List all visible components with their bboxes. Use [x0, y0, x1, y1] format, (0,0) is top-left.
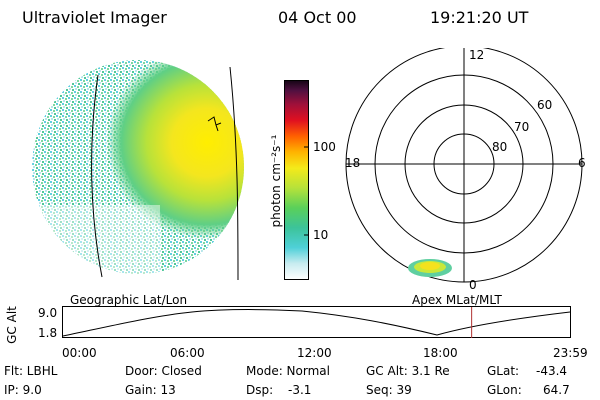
date-label: 04 Oct 00 — [278, 8, 357, 27]
color-scale-bar — [284, 80, 309, 280]
sun-marker — [207, 116, 222, 132]
dsp-label: Dsp: — [246, 383, 274, 397]
meridian-line-left — [91, 74, 103, 278]
polar-plot — [345, 48, 583, 283]
glat-value: -43.4 — [536, 364, 568, 378]
ip-info: IP: 9.0 — [4, 383, 42, 397]
altitude-curve — [62, 309, 571, 337]
meridian-line-right — [229, 66, 239, 281]
gc-alt-axis-label: GC Alt — [5, 306, 19, 344]
x-tick-0600: 06:00 — [170, 346, 205, 360]
colorbar-label: photon cm⁻²s⁻¹ — [269, 134, 283, 228]
imager-title: Ultraviolet Imager — [22, 8, 167, 27]
x-tick-0000: 00:00 — [62, 346, 97, 360]
mode-info: Mode: Normal — [246, 364, 330, 378]
apex-caption: Apex MLat/MLT — [412, 293, 502, 307]
gc-alt-info: GC Alt: 3.1 Re — [366, 364, 450, 378]
y-tick-1-8: 1.8 — [38, 326, 58, 340]
mlt-label-12: 12 — [469, 48, 485, 62]
mlt-label-18: 18 — [345, 156, 361, 170]
lat-label-70: 70 — [514, 120, 530, 134]
geographic-caption: Geographic Lat/Lon — [70, 293, 188, 307]
glon-value: 64.7 — [543, 383, 570, 397]
colorbar-tick-100: 100 — [313, 140, 336, 154]
glat-label: GLat: — [487, 364, 520, 378]
colorbar-tick-10: 10 — [313, 228, 329, 242]
altitude-timeline — [62, 306, 571, 338]
mlt-label-6: 6 — [578, 156, 586, 170]
x-tick-1800: 18:00 — [423, 346, 458, 360]
seq-info: Seq: 39 — [366, 383, 412, 397]
gain-info: Gain: 13 — [125, 383, 176, 397]
lat-label-60: 60 — [537, 98, 553, 112]
door-info: Door: Closed — [125, 364, 202, 378]
x-tick-2359: 23:59 — [553, 346, 588, 360]
glon-label: GLon: — [487, 383, 522, 397]
earth-disk-image — [32, 60, 244, 281]
time-label: 19:21:20 UT — [430, 8, 529, 27]
dsp-value: -3.1 — [288, 383, 312, 397]
x-tick-1200: 12:00 — [297, 346, 332, 360]
y-tick-9: 9.0 — [38, 306, 58, 320]
mlt-label-0: 0 — [469, 278, 477, 292]
filter-info: Flt: LBHL — [4, 364, 58, 378]
lat-label-80: 80 — [492, 140, 508, 154]
auroral-oval-patch — [408, 259, 452, 277]
